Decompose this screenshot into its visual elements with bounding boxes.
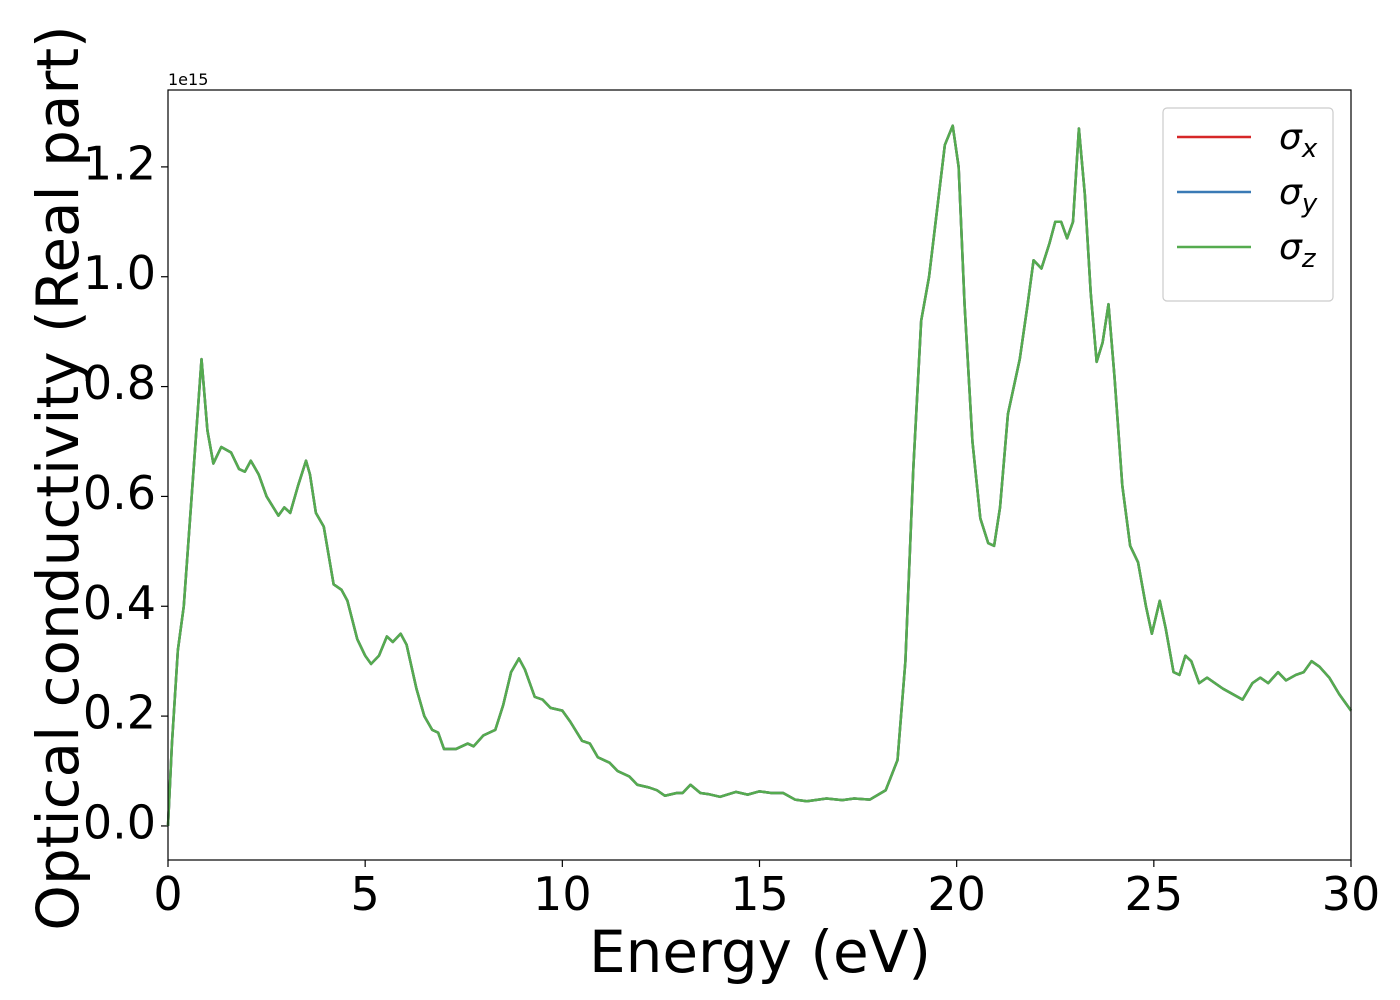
y-offset-label: 1e15 xyxy=(168,70,208,89)
y-tick-label: 0.2 xyxy=(83,686,156,740)
y-tick-label: 0.6 xyxy=(83,466,156,520)
y-tick-label: 1.2 xyxy=(83,136,156,190)
series-line xyxy=(166,124,1353,827)
legend-subscript: x xyxy=(1301,134,1318,164)
x-tick-label: 20 xyxy=(927,867,986,921)
plot-frame xyxy=(167,89,1352,861)
legend-subscript: y xyxy=(1301,189,1318,219)
x-axis-label: Energy (eV) xyxy=(589,918,931,986)
x-tick-label: 5 xyxy=(351,867,380,921)
y-tick-label: 0.8 xyxy=(83,356,156,410)
y-axis-label: Optical conductivity (Real part) xyxy=(24,25,92,930)
legend-box xyxy=(1162,107,1334,302)
y-tick-label: 1.0 xyxy=(83,246,156,300)
x-tick-label: 10 xyxy=(533,867,592,921)
x-tick-label: 15 xyxy=(730,867,789,921)
y-tick-label: 0.0 xyxy=(83,795,156,849)
x-tick-label: 25 xyxy=(1125,867,1184,921)
legend-subscript: z xyxy=(1301,244,1317,274)
x-tick-label: 0 xyxy=(153,867,182,921)
y-tick-label: 0.4 xyxy=(83,576,156,630)
x-tick-label: 30 xyxy=(1322,867,1381,921)
